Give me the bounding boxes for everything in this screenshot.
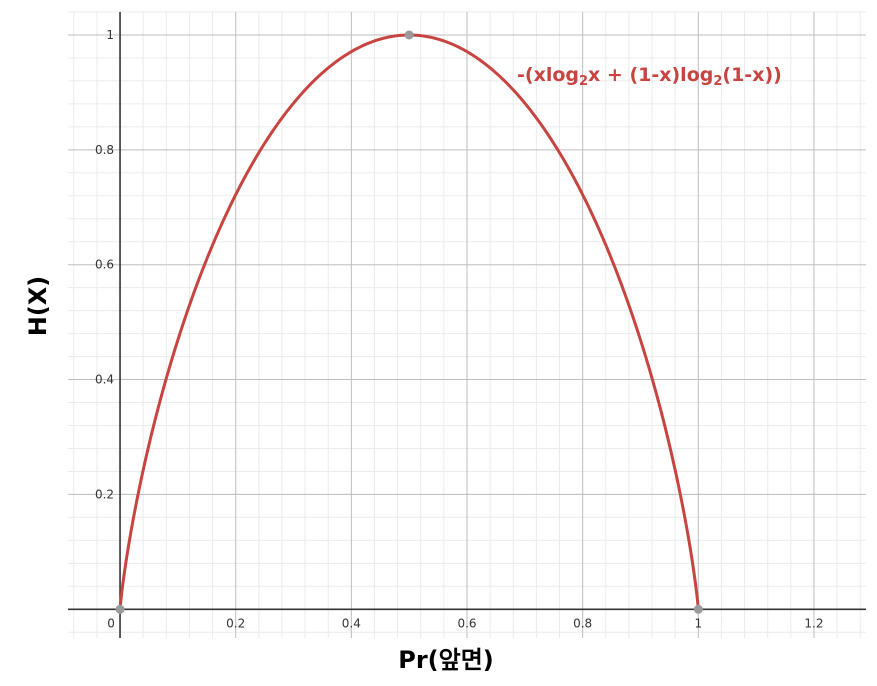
y-tick-labels: 0.2 0.4 0.6 0.8 1 <box>95 28 114 501</box>
curve-label: -(xlog2x + (1-x)log2(1-x)) <box>517 64 782 89</box>
axes <box>68 12 866 638</box>
minor-gridlines <box>68 11 866 638</box>
x-tick-label: 1 <box>694 616 702 630</box>
y-tick-label: 0.6 <box>95 258 114 272</box>
curve-label-part: (1-x)) <box>722 64 781 86</box>
y-tick-label: 1 <box>106 28 114 42</box>
major-gridlines <box>68 12 866 638</box>
series-layer <box>118 33 700 611</box>
x-tick-label: 0.4 <box>342 616 361 630</box>
curve-label-part: x + (1-x)log <box>588 64 713 86</box>
highlighted-point <box>404 30 414 40</box>
curve-label-subscript: 2 <box>579 74 588 89</box>
highlighted-points <box>115 30 703 614</box>
y-tick-label: 0.8 <box>95 143 114 157</box>
highlighted-point <box>693 604 703 614</box>
highlighted-point <box>115 604 125 614</box>
x-axis-title: Pr(앞면) <box>398 646 494 674</box>
curve-label-subscript: 2 <box>713 74 722 89</box>
y-axis-title: H(X) <box>24 276 52 337</box>
x-tick-label: 0.2 <box>226 616 245 630</box>
x-tick-label: 0.6 <box>457 616 476 630</box>
x-tick-labels: 0 0.2 0.4 0.6 0.8 1 1.2 <box>107 616 823 630</box>
entropy-curve <box>118 33 700 611</box>
x-tick-label: 0 <box>107 616 115 630</box>
curve-label-part: -(xlog <box>517 64 579 86</box>
y-tick-label: 0.4 <box>95 373 114 387</box>
x-tick-label: 1.2 <box>804 616 823 630</box>
x-tick-label: 0.8 <box>573 616 592 630</box>
y-tick-label: 0.2 <box>95 487 114 501</box>
